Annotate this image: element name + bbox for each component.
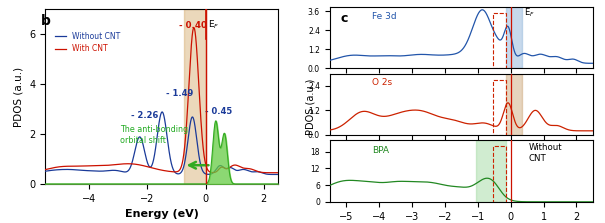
Without CNT xyxy=(268,173,275,176)
Bar xyxy=(506,74,522,135)
Line: With CNT: With CNT xyxy=(45,28,278,173)
With CNT xyxy=(149,167,156,169)
Text: O 2s: O 2s xyxy=(373,78,393,87)
With CNT xyxy=(42,168,49,171)
Legend: Without CNT, With CNT: Without CNT, With CNT xyxy=(51,29,123,56)
Text: E$_F$: E$_F$ xyxy=(208,19,220,31)
Text: - 0.45: - 0.45 xyxy=(205,107,232,116)
Bar xyxy=(492,13,506,68)
Without CNT xyxy=(149,163,156,165)
With CNT xyxy=(275,171,282,174)
With CNT xyxy=(155,168,162,171)
Text: b: b xyxy=(41,14,51,28)
X-axis label: Energy (eV): Energy (eV) xyxy=(125,209,199,219)
With CNT xyxy=(54,166,61,168)
Y-axis label: PDOS (a.u.): PDOS (a.u.) xyxy=(14,66,24,126)
With CNT xyxy=(225,167,232,169)
Text: - 2.26: - 2.26 xyxy=(131,111,158,120)
Bar xyxy=(506,7,522,68)
Text: - 1.49: - 1.49 xyxy=(166,89,194,98)
Text: The anti-bonding
orbital shift: The anti-bonding orbital shift xyxy=(120,125,188,145)
Text: - 0.40: - 0.40 xyxy=(179,21,208,30)
Without CNT xyxy=(42,170,49,173)
Text: Without
CNT: Without CNT xyxy=(529,143,563,163)
Text: Fe 3d: Fe 3d xyxy=(373,12,397,21)
Bar xyxy=(184,9,206,184)
With CNT xyxy=(268,171,275,174)
With CNT xyxy=(268,171,275,174)
Line: Without CNT: Without CNT xyxy=(45,112,278,174)
Text: E$_F$: E$_F$ xyxy=(525,6,535,19)
Without CNT xyxy=(275,173,282,176)
With CNT xyxy=(190,26,197,29)
Text: BPA: BPA xyxy=(373,146,390,155)
Bar xyxy=(492,80,506,135)
Without CNT xyxy=(159,111,166,113)
Without CNT xyxy=(54,168,61,171)
Bar xyxy=(476,140,506,202)
Without CNT xyxy=(268,173,275,176)
Without CNT xyxy=(155,124,162,127)
Without CNT xyxy=(225,166,232,169)
Text: PDOS (a.u.): PDOS (a.u.) xyxy=(306,78,316,135)
Bar xyxy=(492,146,506,202)
Text: c: c xyxy=(340,12,348,25)
